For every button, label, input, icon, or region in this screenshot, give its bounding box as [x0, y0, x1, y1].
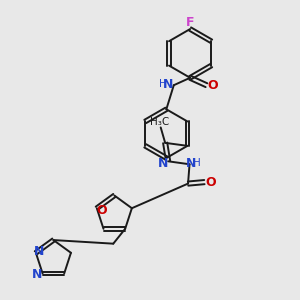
Text: N: N [158, 157, 168, 170]
Text: N: N [32, 268, 42, 281]
Text: H₃C: H₃C [150, 117, 169, 127]
Text: N: N [34, 245, 44, 258]
Text: N: N [186, 157, 196, 170]
Text: F: F [186, 16, 194, 29]
Text: N: N [163, 78, 173, 91]
Text: O: O [208, 79, 218, 92]
Text: H: H [193, 158, 201, 168]
Text: O: O [206, 176, 216, 189]
Text: O: O [97, 204, 107, 217]
Text: H: H [160, 79, 167, 89]
